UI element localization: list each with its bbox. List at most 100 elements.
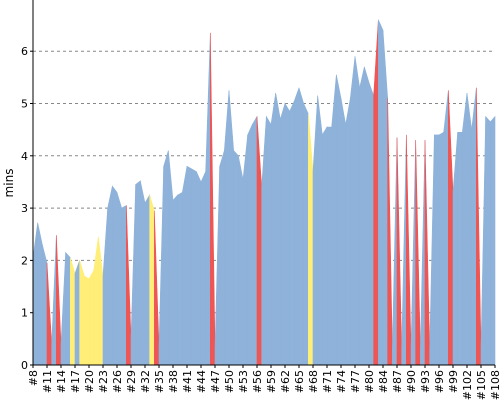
build-area-90: [406, 134, 412, 366]
x-tick-labels: #8 #11 #14 #17 #20 #23 #26 #29 #32 #35 #38 #41 #44 #4…: [27, 365, 500, 400]
build-area-20: [84, 275, 90, 366]
x-tick-label: #102: [461, 370, 474, 400]
build-area-63: [284, 102, 290, 366]
build-area-98: [443, 90, 449, 366]
build-areas: [32, 19, 496, 366]
build-area-88: [396, 137, 402, 366]
build-area-77: [350, 56, 356, 366]
build-area-85: [382, 30, 388, 366]
build-area-76: [345, 98, 351, 366]
build-area-51: [228, 90, 234, 366]
y-tick-label: 1: [21, 307, 28, 320]
build-area-78: [354, 56, 360, 366]
x-tick-label: #32: [139, 370, 152, 393]
build-area-104: [471, 87, 477, 366]
build-area-92: [415, 140, 421, 366]
build-area-49: [219, 150, 225, 366]
build-area-27: [116, 192, 122, 366]
y-tick-labels: 0 1 2 3 4 5 6: [21, 45, 33, 372]
y-axis-title: mins: [2, 169, 16, 198]
build-area-82: [373, 19, 379, 366]
build-area-65: [294, 87, 300, 366]
x-tick-label: #93: [419, 370, 432, 393]
build-area-16: [65, 251, 71, 366]
x-tick-label: #96: [433, 370, 446, 393]
build-area-29: [126, 205, 132, 366]
x-tick-label: #50: [223, 370, 236, 393]
build-area-95: [429, 134, 435, 366]
build-area-105: [476, 87, 482, 366]
x-tick-label: #84: [377, 370, 390, 393]
build-area-36: [158, 166, 164, 366]
build-area-106: [480, 116, 486, 366]
build-area-68: [308, 113, 314, 366]
build-area-99: [448, 90, 454, 366]
x-tick-label: #59: [265, 370, 278, 393]
x-tick-label: #99: [447, 370, 460, 393]
x-tick-label: #105: [475, 370, 488, 400]
build-area-53: [238, 155, 244, 366]
x-tick-label: #80: [363, 370, 376, 393]
build-area-13: [51, 235, 57, 366]
build-area-91: [410, 140, 416, 366]
build-area-24: [102, 208, 108, 366]
build-area-41: [182, 166, 188, 366]
build-area-66: [298, 87, 304, 366]
build-area-97: [438, 131, 444, 366]
build-area-93: [420, 140, 426, 366]
build-area-101: [457, 131, 463, 366]
build-area-44: [196, 171, 202, 366]
x-tick-label: #14: [55, 370, 68, 393]
x-tick-label: #8: [27, 370, 40, 386]
x-tick-label: #77: [349, 370, 362, 393]
build-area-38: [168, 150, 174, 366]
build-area-15: [60, 252, 66, 366]
build-area-79: [359, 66, 365, 366]
build-area-96: [434, 134, 440, 366]
x-tick-label: #65: [293, 370, 306, 393]
build-area-87: [392, 137, 398, 366]
build-area-64: [289, 100, 295, 366]
build-area-67: [303, 103, 309, 366]
build-area-46: [205, 32, 211, 366]
y-tick-label: 2: [21, 254, 28, 267]
build-area-17: [70, 257, 76, 366]
build-area-107: [485, 115, 491, 366]
build-area-43: [191, 168, 197, 366]
build-area-25: [107, 186, 113, 366]
build-area-94: [424, 140, 430, 366]
y-tick-label: 6: [21, 45, 28, 58]
build-area-19: [79, 260, 85, 366]
x-tick-label: #74: [335, 370, 348, 393]
build-area-58: [261, 116, 267, 366]
x-tick-label: #71: [321, 370, 334, 393]
build-area-84: [378, 19, 384, 366]
build-area-86: [387, 98, 393, 366]
x-tick-label: #44: [195, 370, 208, 393]
build-area-57: [256, 116, 262, 366]
build-area-70: [317, 95, 323, 366]
build-area-11: [42, 244, 48, 366]
x-tick-label: #35: [153, 370, 166, 393]
x-tick-label: #11: [41, 370, 54, 393]
build-area-108: [490, 115, 496, 366]
build-area-103: [466, 93, 472, 366]
y-tick-label: 3: [21, 202, 28, 215]
build-area-52: [233, 149, 239, 366]
build-area-18: [74, 260, 80, 366]
x-tick-label: #108: [489, 370, 500, 400]
build-area-45: [200, 171, 206, 366]
x-tick-label: #20: [83, 370, 96, 393]
x-tick-label: #62: [279, 370, 292, 393]
build-area-72: [326, 126, 332, 366]
y-tick-label: 5: [21, 98, 28, 111]
build-area-30: [130, 184, 136, 366]
build-area-62: [280, 103, 286, 366]
build-area-40: [177, 191, 183, 366]
build-area-23: [98, 236, 104, 366]
build-area-80: [364, 66, 370, 366]
x-tick-label: #38: [167, 370, 180, 393]
build-area-61: [275, 92, 281, 366]
build-area-14: [56, 235, 62, 366]
build-area-73: [331, 74, 337, 366]
